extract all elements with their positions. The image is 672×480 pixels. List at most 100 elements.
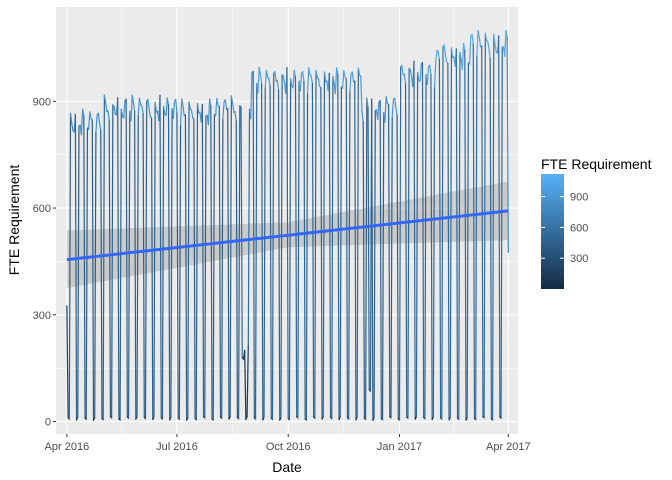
series-segment [69,112,73,124]
series-segment [131,94,134,103]
series-segment [478,36,482,48]
series-segment [127,110,131,419]
series-segment [136,114,139,418]
series-segment [83,115,86,419]
series-segment [215,97,218,117]
series-segment [257,66,260,94]
series-segment [100,129,103,419]
series-segment [277,89,281,421]
series-segment [235,120,239,418]
series-segment [250,72,253,120]
series-segment [89,111,92,120]
series-segment [443,44,447,56]
series-segment [477,29,480,38]
series-segment [167,104,171,421]
series-segment [269,85,272,419]
series-segment [153,101,156,418]
fte-series [66,29,509,421]
series-segment [125,98,128,418]
series-segment [288,78,292,421]
series-segment [98,122,102,132]
series-segment [148,108,151,118]
legend-title: FTE Requirement [541,156,652,172]
series-segment [130,94,133,122]
series-segment [471,33,474,45]
series-segment [365,97,368,421]
series-segment [323,71,327,83]
series-segment [209,98,212,107]
series-segment [331,75,334,420]
series-segment [108,119,112,418]
series-segment [134,111,137,420]
color-legend: FTE Requirement 900 600 300 [541,156,652,289]
series-segment [141,105,144,115]
series-segment [195,102,199,421]
series-segment [207,98,211,126]
series-segment [339,86,343,418]
series-segment [268,77,271,87]
y-tick-label: 600 [33,203,51,215]
series-segment [293,69,297,78]
series-segment [322,71,326,418]
series-segment [433,60,437,88]
series-segment [419,63,422,82]
series-segment [504,29,507,57]
series-segment [481,45,484,418]
series-segment [371,98,374,421]
series-segment [68,112,72,420]
series-segment [138,97,142,106]
series-segment [66,305,69,419]
series-segment [469,35,472,65]
series-segment [212,113,216,421]
series-segment [229,95,232,418]
series-segment [398,66,402,421]
x-tick-label: Apr 2017 [486,441,531,453]
series-segment [259,73,263,85]
series-segment [244,349,247,421]
series-segment [102,94,105,421]
series-segment [455,48,459,419]
legend-break-label: 300 [570,253,588,265]
series-segment [222,100,225,120]
series-segment [190,109,194,119]
series-segment [94,131,97,419]
y-tick-label: 300 [33,310,51,322]
series-segment [271,72,275,421]
series-segment [224,99,228,111]
series-segment [227,108,230,420]
series-segment [247,108,251,346]
y-tick-label: 900 [33,96,51,108]
series-segment [274,71,277,82]
series-segment [475,55,478,421]
series-segment [487,40,490,50]
series-segment [493,34,496,45]
series-segment [264,69,268,89]
series-segment [351,71,355,83]
series-segment [317,78,321,87]
series-segment [210,105,213,420]
series-segment [120,108,124,118]
series-segment [404,83,408,418]
series-segment [252,70,255,419]
series-segment [82,108,85,117]
series-segment [437,51,440,60]
series-segment [234,111,237,122]
series-segment [500,46,503,419]
x-tick-label: Jul 2016 [156,441,198,453]
series-segment [349,72,352,92]
series-segment [492,34,495,421]
series-segment [424,74,427,420]
series-segment [163,106,166,115]
series-segment [310,75,313,85]
series-segment [367,107,370,391]
series-segment [240,106,243,359]
x-axis-title: Date [272,459,302,475]
series-segment [315,70,318,79]
series-segment [230,95,234,104]
series-segment [361,111,364,123]
series-segment [95,114,98,133]
legend-break-label: 900 [570,192,588,204]
series-segment [390,116,393,419]
